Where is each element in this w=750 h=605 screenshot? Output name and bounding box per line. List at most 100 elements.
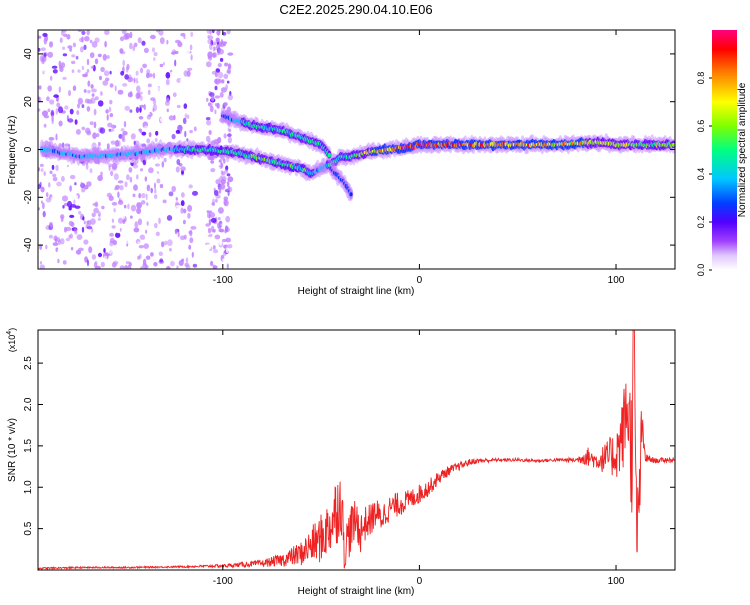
spectrogram-noise-cell [223, 133, 227, 139]
spectrogram-noise-cell [120, 145, 123, 151]
spectrogram-noise-cell [40, 168, 44, 172]
spectrogram-noise-cell [190, 31, 194, 37]
spectrogram-noise-cell [119, 36, 125, 42]
spectrogram-xtick-label: 0 [417, 275, 423, 286]
spectrogram-noise-cell [103, 255, 108, 260]
spectrogram-noise-cell [168, 248, 172, 252]
spectrogram-noise-cell [96, 243, 101, 248]
spectrogram-noise-cell [74, 119, 78, 125]
spectrogram-noise-cell [70, 247, 74, 251]
spectrogram-noise-cell [159, 37, 165, 45]
spectrogram-noise-cell [75, 194, 78, 201]
spectrogram-core [671, 142, 675, 147]
spectrogram-noise-cell [176, 265, 179, 269]
spectrogram-noise-cell [146, 138, 151, 144]
snr-ylabel: SNR (10 * v/v) [7, 418, 18, 482]
spectrogram-noise-cell [120, 70, 125, 76]
spectrogram-noise-cell [134, 221, 139, 229]
spectrogram-noise-cell [139, 248, 145, 253]
spectrogram-noise-cell [227, 36, 233, 44]
spectrogram-noise-cell [87, 80, 91, 87]
spectrogram-noise-cell [70, 221, 75, 227]
spectrogram-noise-cell [114, 140, 120, 147]
spectrogram-noise-cell [61, 30, 67, 33]
spectrogram-noise-cell [214, 95, 221, 99]
spectrogram-noise-cell [171, 248, 178, 252]
spectrogram-noise-cell [207, 39, 212, 44]
spectrogram-noise-cell [84, 98, 90, 104]
spectrogram-noise-cell [133, 184, 138, 191]
spectrogram-noise-cell [87, 44, 92, 49]
spectrogram-noise-cell [62, 205, 65, 209]
spectrogram-noise-cell [47, 108, 51, 113]
spectrogram-noise-cell [89, 168, 93, 174]
spectrogram-noise-cell [156, 178, 161, 184]
snr-xtick-label: 0 [417, 576, 423, 587]
spectrogram-noise-cell [144, 176, 147, 182]
spectrogram-xtick-label: 100 [608, 275, 625, 286]
spectrogram-noise-cell [186, 70, 191, 77]
spectrogram-noise-cell [215, 68, 221, 73]
spectrogram-noise-cell [224, 160, 231, 165]
spectrogram-noise-cell [163, 208, 167, 214]
spectrogram-noise-cell [64, 143, 70, 147]
spectrogram-noise-cell [52, 69, 58, 74]
spectrogram-noise-cell [86, 106, 91, 112]
snr-ytick-label: 1.5 [23, 438, 34, 452]
spectrogram-noise-cell [219, 228, 225, 233]
spectrogram-noise-cell [224, 62, 229, 67]
spectrogram-noise-cell [226, 173, 231, 177]
spectrogram-noise-cell [72, 85, 77, 91]
snr-xtick-label: 100 [608, 576, 625, 587]
spectrogram-noise-cell [186, 114, 190, 119]
spectrogram-noise-cell [170, 260, 175, 267]
spectrogram-noise-cell [184, 34, 187, 39]
spectrogram-noise-cell [81, 104, 85, 109]
spectrogram-noise-cell [146, 72, 150, 79]
spectrogram-noise-cell [115, 232, 121, 238]
spectrogram-noise-cell [63, 33, 68, 37]
spectrogram-noise-cell [209, 43, 213, 51]
spectrogram-noise-cell [177, 184, 180, 191]
chart-title: C2E2.2025.290.04.10.E06 [279, 2, 432, 17]
spectrogram-noise-cell [50, 109, 55, 117]
spectrogram-noise-cell [149, 34, 156, 40]
spectrogram-noise-cell [75, 129, 81, 135]
spectrogram-noise-cell [219, 57, 224, 62]
spectrogram-noise-cell [62, 260, 67, 265]
spectrogram-noise-cell [92, 132, 97, 139]
spectrogram-noise-cell [214, 46, 217, 51]
spectrogram-noise-cell [229, 128, 232, 133]
spectrogram-noise-cell [148, 167, 154, 174]
spectrogram-noise-cell [62, 195, 68, 202]
spectrogram-noise-cell [207, 34, 210, 39]
spectrogram-noise-cell [128, 74, 132, 80]
spectrogram-noise-cell [108, 165, 111, 171]
spectrogram-noise-cell [106, 261, 112, 267]
spectrogram-noise-cell [156, 39, 160, 45]
spectrogram-noise-cell [56, 102, 61, 108]
spectrogram-core [327, 152, 331, 158]
spectrogram-noise-cell [105, 237, 110, 242]
spectrogram-noise-cell [40, 95, 45, 102]
spectrogram-noise-cell [116, 227, 121, 234]
spectrogram-noise-cell [218, 78, 222, 84]
spectrogram-noise-cell [217, 63, 222, 68]
spectrogram-noise-cell [116, 124, 120, 129]
spectrogram-noise-cell [143, 125, 150, 132]
spectrogram-noise-cell [38, 184, 42, 190]
spectrogram-noise-cell [158, 251, 163, 257]
spectrogram-noise-cell [205, 223, 211, 227]
spectrogram-noise-cell [72, 254, 76, 260]
spectrogram-noise-cell [108, 128, 115, 132]
spectrogram-noise-cell [140, 75, 143, 82]
spectrogram-noise-cell [123, 204, 127, 209]
spectrogram-noise-cell [117, 180, 124, 184]
spectrogram-noise-cell [48, 136, 55, 141]
spectrogram-noise-cell [39, 163, 44, 167]
spectrogram-noise-cell [226, 263, 229, 269]
spectrogram-noise-cell [176, 104, 181, 109]
spectrogram-noise-cell [65, 226, 72, 232]
spectrogram-noise-cell [120, 128, 125, 132]
spectrogram-noise-cell [180, 235, 185, 241]
